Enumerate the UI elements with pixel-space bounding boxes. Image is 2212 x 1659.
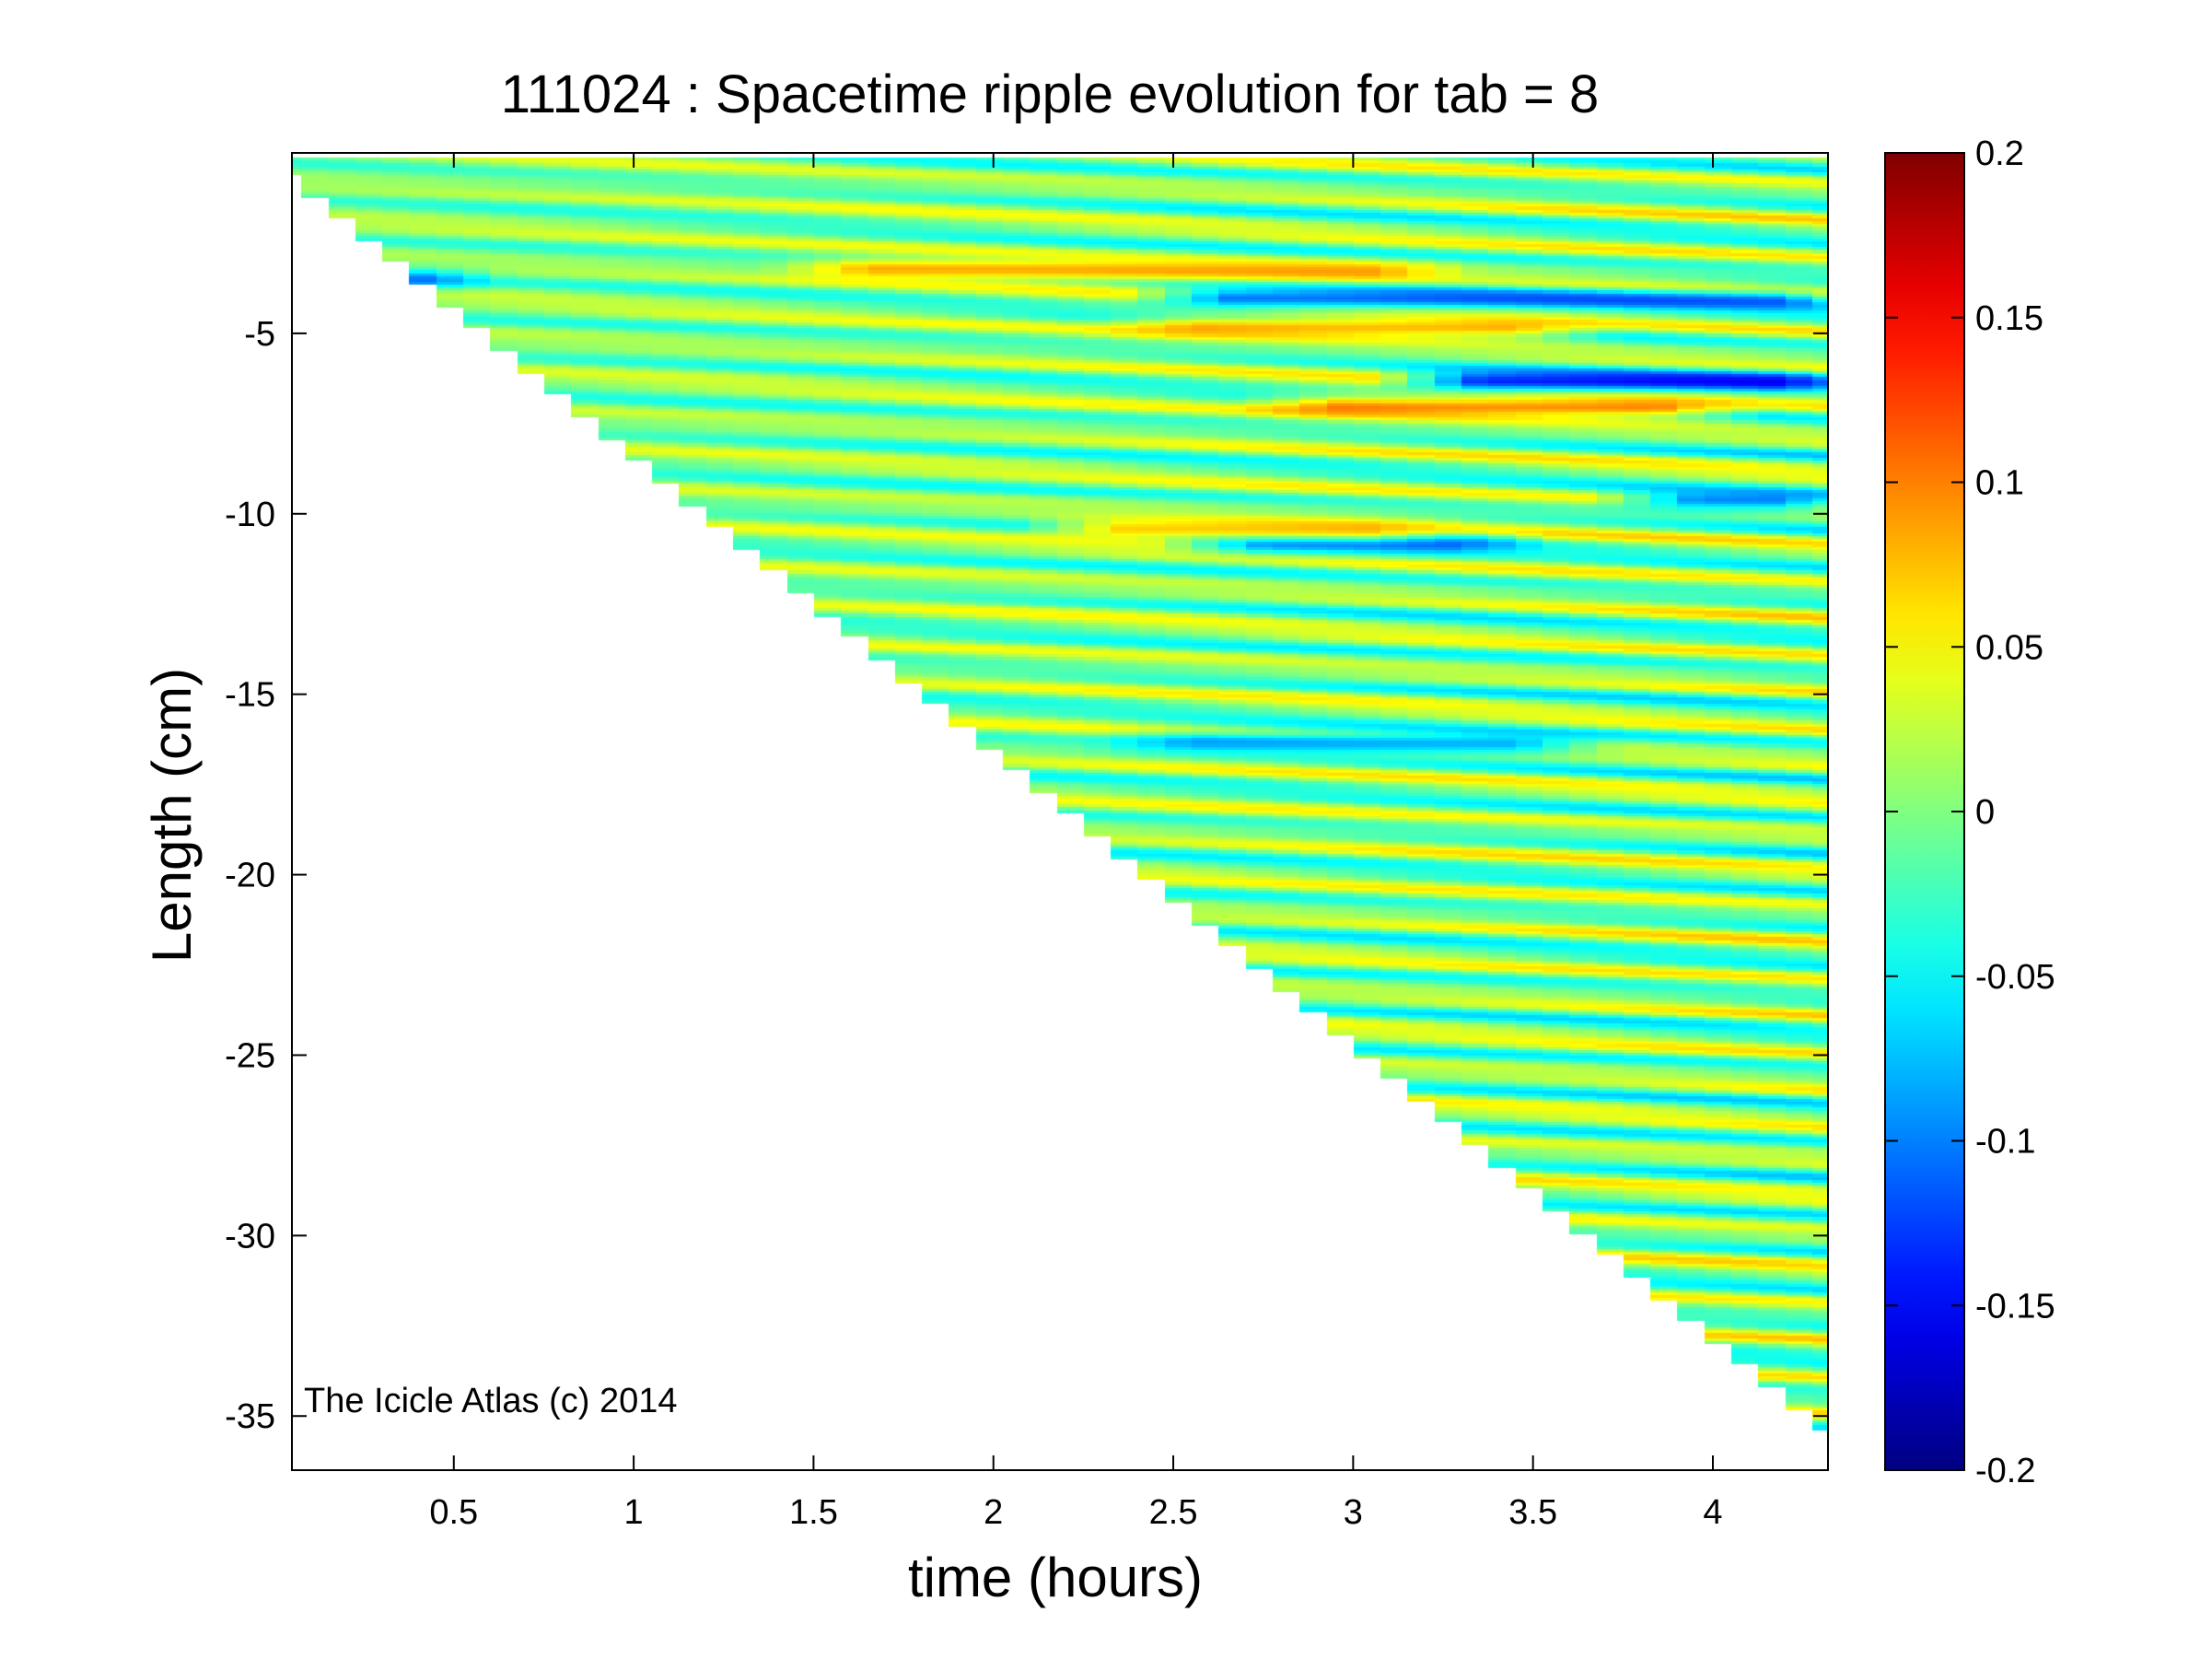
colorbar-tick-label: -0.15: [1975, 1287, 2055, 1326]
x-tick-label: 1: [624, 1493, 644, 1532]
y-axis-label: Length (cm): [141, 668, 203, 963]
x-tick-label: 3: [1344, 1493, 1363, 1532]
colorbar-tick-label: 0.15: [1975, 299, 2043, 338]
colorbar-tick-label: -0.2: [1975, 1452, 2035, 1490]
plot-area: [291, 152, 1829, 1471]
colorbar-tick-label: 0: [1975, 793, 1995, 832]
y-tick-label: -25: [225, 1036, 275, 1075]
x-tick-label: 1.5: [789, 1493, 838, 1532]
y-tick-label: -35: [225, 1397, 275, 1436]
y-tick-label: -10: [225, 496, 275, 534]
y-tick-label: -5: [244, 315, 275, 354]
x-tick-label: 0.5: [429, 1493, 478, 1532]
x-axis-ticks: 0.5 1 1.5 2 2.5 3 3.5 4: [429, 153, 1723, 1532]
colorbar: 0.2 0.15 0.1 0.05 0 -0.05 -0.1 -0.15 -0.2: [1884, 134, 2055, 1490]
colorbar-tick-label: -0.05: [1975, 958, 2055, 997]
plot-frame: [291, 152, 1829, 1471]
colorbar-tick-label: 0.2: [1975, 134, 2024, 173]
colorbar-ticks: 0.2 0.15 0.1 0.05 0 -0.05 -0.1 -0.15 -0.2: [1885, 134, 2055, 1490]
y-tick-label: -20: [225, 857, 275, 895]
y-tick-label: -15: [225, 676, 275, 715]
colorbar-gradient: [1885, 153, 1964, 1470]
chart-title: 111024 : Spacetime ripple evolution for …: [501, 64, 1599, 124]
x-tick-label: 3.5: [1508, 1493, 1557, 1532]
x-tick-label: 2: [984, 1493, 1003, 1532]
x-tick-label: 2.5: [1149, 1493, 1198, 1532]
colorbar-tick-label: 0.05: [1975, 628, 2043, 667]
x-axis-label: time (hours): [908, 1547, 1203, 1608]
y-axis-ticks: -5 -10 -15 -20 -25 -30 -35: [225, 315, 1828, 1436]
y-tick-label: -30: [225, 1217, 275, 1256]
colorbar-tick-label: 0.1: [1975, 464, 2024, 503]
colorbar-tick-label: -0.1: [1975, 1123, 2035, 1162]
heatmap-image: [292, 153, 1828, 1470]
x-tick-label: 4: [1703, 1493, 1722, 1532]
copyright-annotation: The Icicle Atlas (c) 2014: [304, 1382, 678, 1420]
